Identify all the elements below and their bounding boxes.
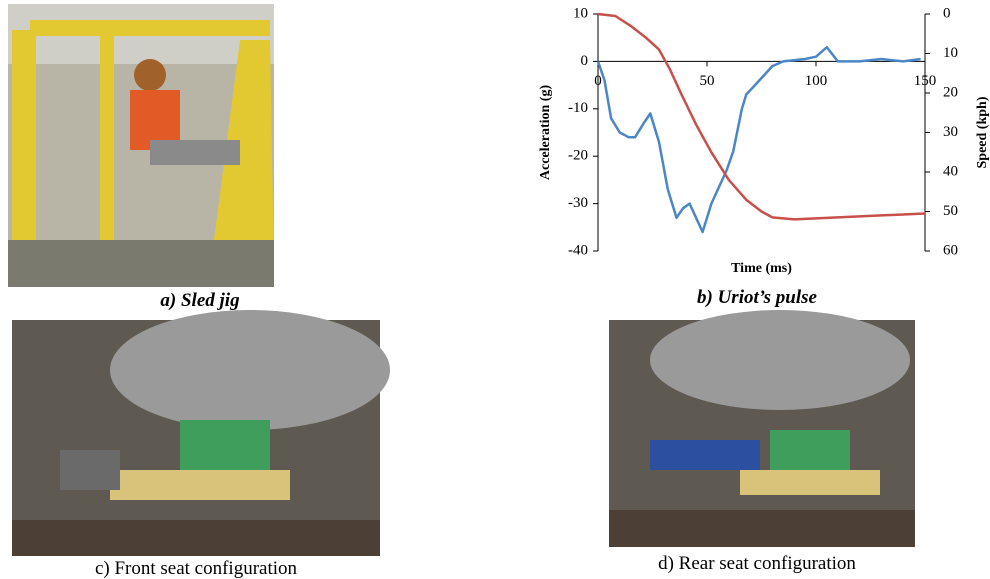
photo-rear-seat [609,310,915,547]
y-tick-label: -30 [568,195,588,211]
y2-tick-label: 40 [943,163,958,179]
y2-tick-label: 20 [943,84,958,100]
y2-tick-label: 10 [943,45,958,61]
line-series [597,12,926,221]
x-tick-label: 50 [700,73,715,89]
y-tick-label: -20 [568,148,588,164]
x-tick-label: 0 [594,73,602,89]
y2-tick-label: 60 [943,242,958,258]
y-axis-label: Acceleration (g) [538,85,553,181]
x-axis-label: Time (ms) [731,261,792,276]
caption: d) Rear seat configuration [658,553,856,574]
line-series [596,45,921,234]
x-tick-label: 150 [914,73,937,89]
y-tick-label: 10 [573,5,588,21]
y-tick-label: -40 [568,242,588,258]
caption: c) Front seat configuration [95,558,298,579]
caption: b) Uriot’s pulse [697,287,818,308]
photo-front-seat [12,310,390,556]
caption: a) Sled jig [160,290,239,311]
x-tick-label: 100 [805,73,828,89]
y2-tick-label: 0 [943,5,951,21]
photo-sled-jig [8,4,274,287]
y2-tick-label: 50 [943,203,958,219]
y-tick-label: 0 [581,53,589,69]
y-tick-label: -10 [568,100,588,116]
y2-axis-label: Speed (kph) [975,96,990,168]
y2-tick-label: 30 [943,124,958,140]
